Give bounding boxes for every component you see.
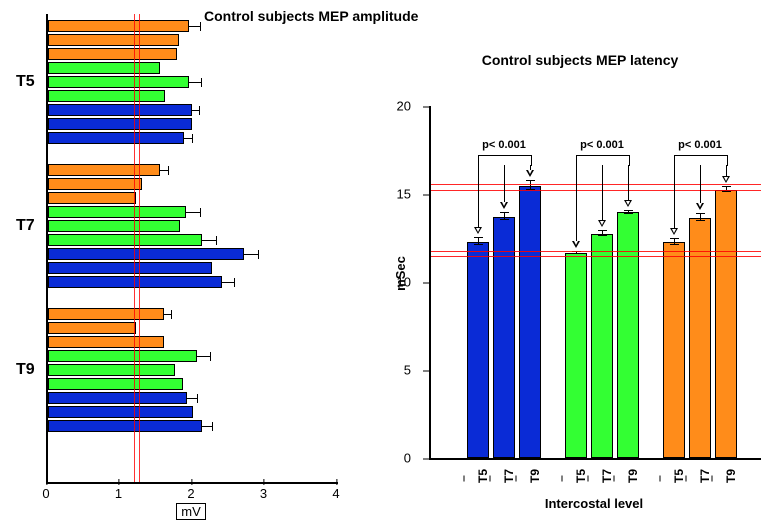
right-bar xyxy=(467,242,489,458)
left-bar xyxy=(48,104,192,116)
right-reference-lines xyxy=(431,184,761,190)
arrowhead-icon xyxy=(500,202,508,209)
left-bar xyxy=(48,378,183,390)
left-x-axis-label: mV xyxy=(46,504,336,519)
left-bar xyxy=(48,48,177,60)
left-bar xyxy=(48,206,186,218)
right-bar xyxy=(663,242,685,458)
significance-bracket xyxy=(576,155,630,166)
left-bar xyxy=(48,178,142,190)
right-bar xyxy=(591,234,613,458)
arrowhead-icon xyxy=(526,170,534,177)
left-group-label: T7 xyxy=(16,217,35,235)
right-plot-area: p< 0.001 p< 0.001 p< 0.001 xyxy=(429,106,761,460)
left-bar xyxy=(48,118,192,130)
left-bar xyxy=(48,336,164,348)
p-value-label: p< 0.001 xyxy=(678,139,722,151)
left-bar xyxy=(48,20,189,32)
left-bar xyxy=(48,192,136,204)
arrowhead-icon xyxy=(670,228,678,235)
left-bar xyxy=(48,248,244,260)
left-bar xyxy=(48,364,175,376)
left-group-label: T9 xyxy=(16,361,35,379)
arrowhead-icon xyxy=(474,227,482,234)
arrowhead-icon xyxy=(624,200,632,207)
left-bar xyxy=(48,392,187,404)
arrowhead-icon xyxy=(572,241,580,248)
arrowhead-icon xyxy=(722,176,730,183)
arrowhead-icon xyxy=(598,220,606,227)
p-value-label: p< 0.001 xyxy=(580,139,624,151)
left-bar xyxy=(48,420,202,432)
left-bar xyxy=(48,406,193,418)
right-reference-lines xyxy=(431,251,761,257)
left-bar xyxy=(48,76,189,88)
left-bar xyxy=(48,164,160,176)
left-bar xyxy=(48,308,164,320)
left-plot-area xyxy=(46,14,338,484)
left-bar xyxy=(48,62,160,74)
left-bar xyxy=(48,132,184,144)
left-bar xyxy=(48,350,197,362)
p-value-label: p< 0.001 xyxy=(482,139,526,151)
right-bar xyxy=(715,190,737,458)
left-group-label: T5 xyxy=(16,73,35,91)
left-bar xyxy=(48,322,136,334)
significance-bracket xyxy=(674,155,728,166)
left-chart: Control subjects MEP amplitude 01234 mV … xyxy=(4,6,344,514)
arrowhead-icon xyxy=(696,203,704,210)
right-y-axis-label: mSec xyxy=(393,256,408,291)
right-chart-title: Control subjects MEP latency xyxy=(385,52,775,68)
left-bar xyxy=(48,220,180,232)
significance-bracket xyxy=(478,155,532,166)
left-bar xyxy=(48,34,179,46)
right-bar xyxy=(565,253,587,458)
right-bar xyxy=(617,212,639,458)
right-x-axis-label: Intercostal level xyxy=(429,496,759,511)
left-bar xyxy=(48,234,202,246)
right-bar xyxy=(519,186,541,458)
right-chart: Control subjects MEP latency p< 0.001p< … xyxy=(385,96,775,516)
left-bar xyxy=(48,262,212,274)
left-bar xyxy=(48,90,165,102)
left-reference-lines xyxy=(134,14,140,482)
